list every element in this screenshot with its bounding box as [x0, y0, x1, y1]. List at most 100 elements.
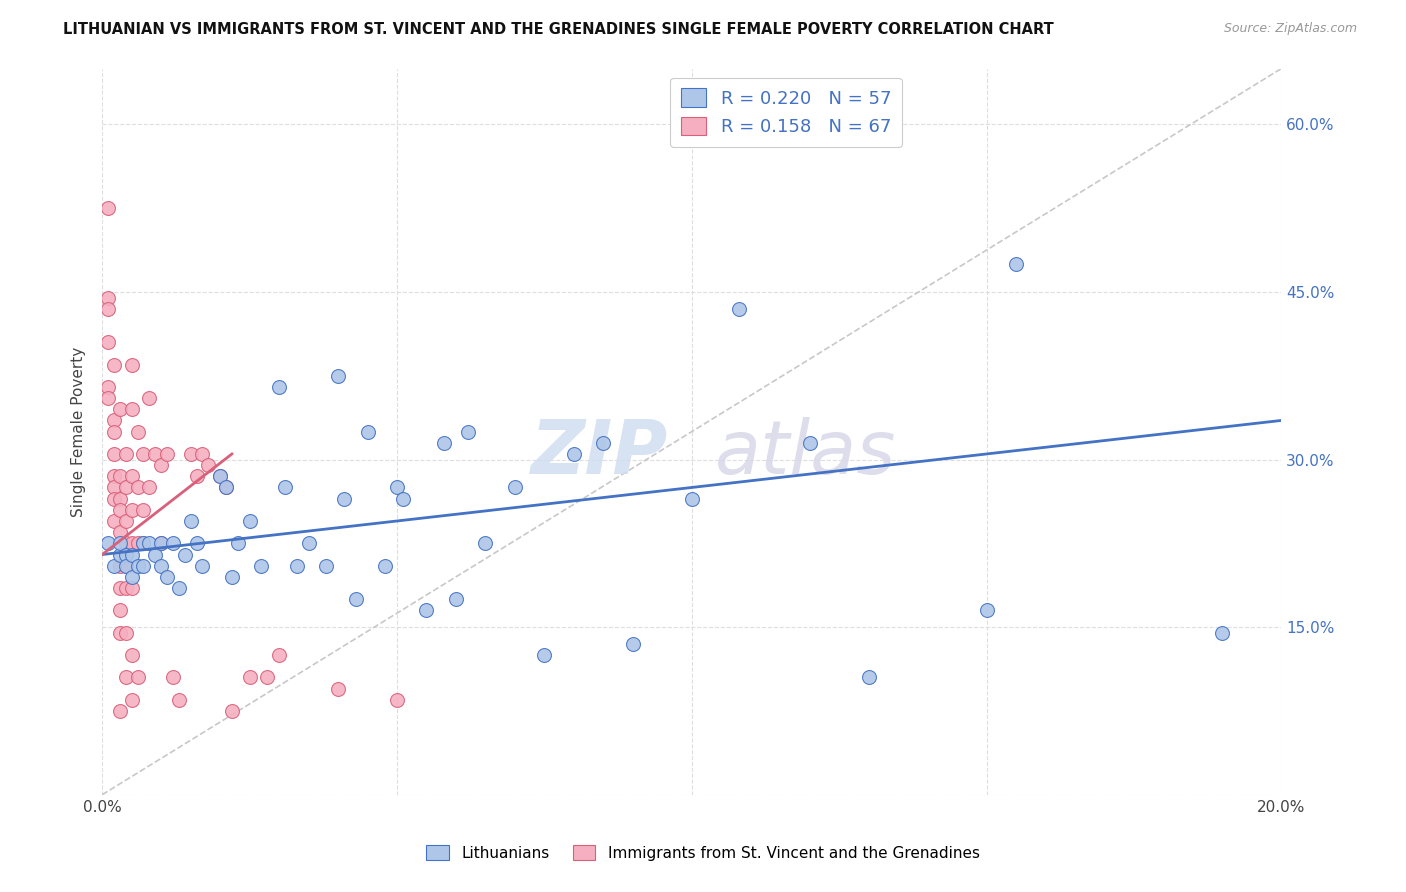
Point: [186, 469, 208, 483]
Point: [121, 536, 143, 550]
Point: [127, 425, 149, 439]
Point: [186, 536, 208, 550]
Point: [356, 425, 378, 439]
Point: [315, 558, 337, 573]
Point: [150, 558, 173, 573]
Point: [250, 558, 273, 573]
Point: [97, 291, 120, 305]
Point: [114, 581, 136, 595]
Point: [156, 447, 179, 461]
Point: [267, 648, 290, 662]
Point: [114, 447, 136, 461]
Point: [103, 358, 125, 372]
Point: [239, 670, 262, 684]
Point: [221, 570, 243, 584]
Legend: Lithuanians, Immigrants from St. Vincent and the Grenadines: Lithuanians, Immigrants from St. Vincent…: [419, 837, 987, 868]
Text: ZIP: ZIP: [531, 417, 668, 490]
Point: [97, 335, 120, 350]
Point: [121, 402, 143, 417]
Point: [209, 469, 232, 483]
Point: [121, 469, 143, 483]
Point: [533, 648, 555, 662]
Point: [138, 536, 160, 550]
Point: [415, 603, 437, 617]
Point: [209, 469, 232, 483]
Point: [103, 558, 125, 573]
Point: [121, 570, 143, 584]
Point: [103, 491, 125, 506]
Point: [97, 536, 120, 550]
Point: [114, 558, 136, 573]
Point: [150, 458, 173, 472]
Point: [127, 558, 149, 573]
Point: [103, 425, 125, 439]
Point: [108, 704, 131, 718]
Point: [121, 358, 143, 372]
Point: [681, 491, 703, 506]
Point: [108, 402, 131, 417]
Point: [167, 581, 190, 595]
Point: [108, 525, 131, 540]
Point: [457, 425, 479, 439]
Point: [180, 447, 202, 461]
Point: [103, 447, 125, 461]
Point: [215, 480, 238, 494]
Point: [197, 458, 219, 472]
Point: [1005, 257, 1028, 271]
Point: [728, 301, 751, 316]
Point: [121, 692, 143, 706]
Point: [256, 670, 278, 684]
Point: [103, 480, 125, 494]
Point: [132, 447, 155, 461]
Point: [162, 670, 184, 684]
Point: [143, 548, 166, 562]
Point: [274, 480, 297, 494]
Point: [108, 548, 131, 562]
Point: [108, 603, 131, 617]
Point: [108, 503, 131, 517]
Point: [103, 413, 125, 427]
Point: [392, 491, 415, 506]
Point: [150, 536, 173, 550]
Point: [97, 301, 120, 316]
Point: [127, 670, 149, 684]
Point: [132, 536, 155, 550]
Point: [621, 637, 644, 651]
Point: [132, 503, 155, 517]
Point: [108, 558, 131, 573]
Point: [1211, 625, 1233, 640]
Point: [108, 625, 131, 640]
Point: [267, 380, 290, 394]
Point: [503, 480, 526, 494]
Point: [162, 536, 184, 550]
Point: [385, 480, 408, 494]
Point: [173, 548, 195, 562]
Point: [114, 536, 136, 550]
Text: atlas: atlas: [716, 417, 897, 490]
Point: [444, 592, 467, 607]
Point: [121, 548, 143, 562]
Point: [239, 514, 262, 528]
Point: [333, 491, 356, 506]
Point: [191, 558, 214, 573]
Point: [592, 435, 614, 450]
Point: [114, 625, 136, 640]
Point: [374, 558, 396, 573]
Point: [108, 469, 131, 483]
Point: [474, 536, 496, 550]
Point: [326, 368, 349, 383]
Point: [150, 536, 173, 550]
Point: [285, 558, 308, 573]
Point: [132, 536, 155, 550]
Point: [114, 558, 136, 573]
Point: [143, 447, 166, 461]
Point: [121, 581, 143, 595]
Text: LITHUANIAN VS IMMIGRANTS FROM ST. VINCENT AND THE GRENADINES SINGLE FEMALE POVER: LITHUANIAN VS IMMIGRANTS FROM ST. VINCEN…: [63, 22, 1054, 37]
Y-axis label: Single Female Poverty: Single Female Poverty: [72, 346, 86, 516]
Point: [114, 548, 136, 562]
Point: [114, 480, 136, 494]
Point: [121, 503, 143, 517]
Point: [191, 447, 214, 461]
Point: [114, 514, 136, 528]
Point: [385, 692, 408, 706]
